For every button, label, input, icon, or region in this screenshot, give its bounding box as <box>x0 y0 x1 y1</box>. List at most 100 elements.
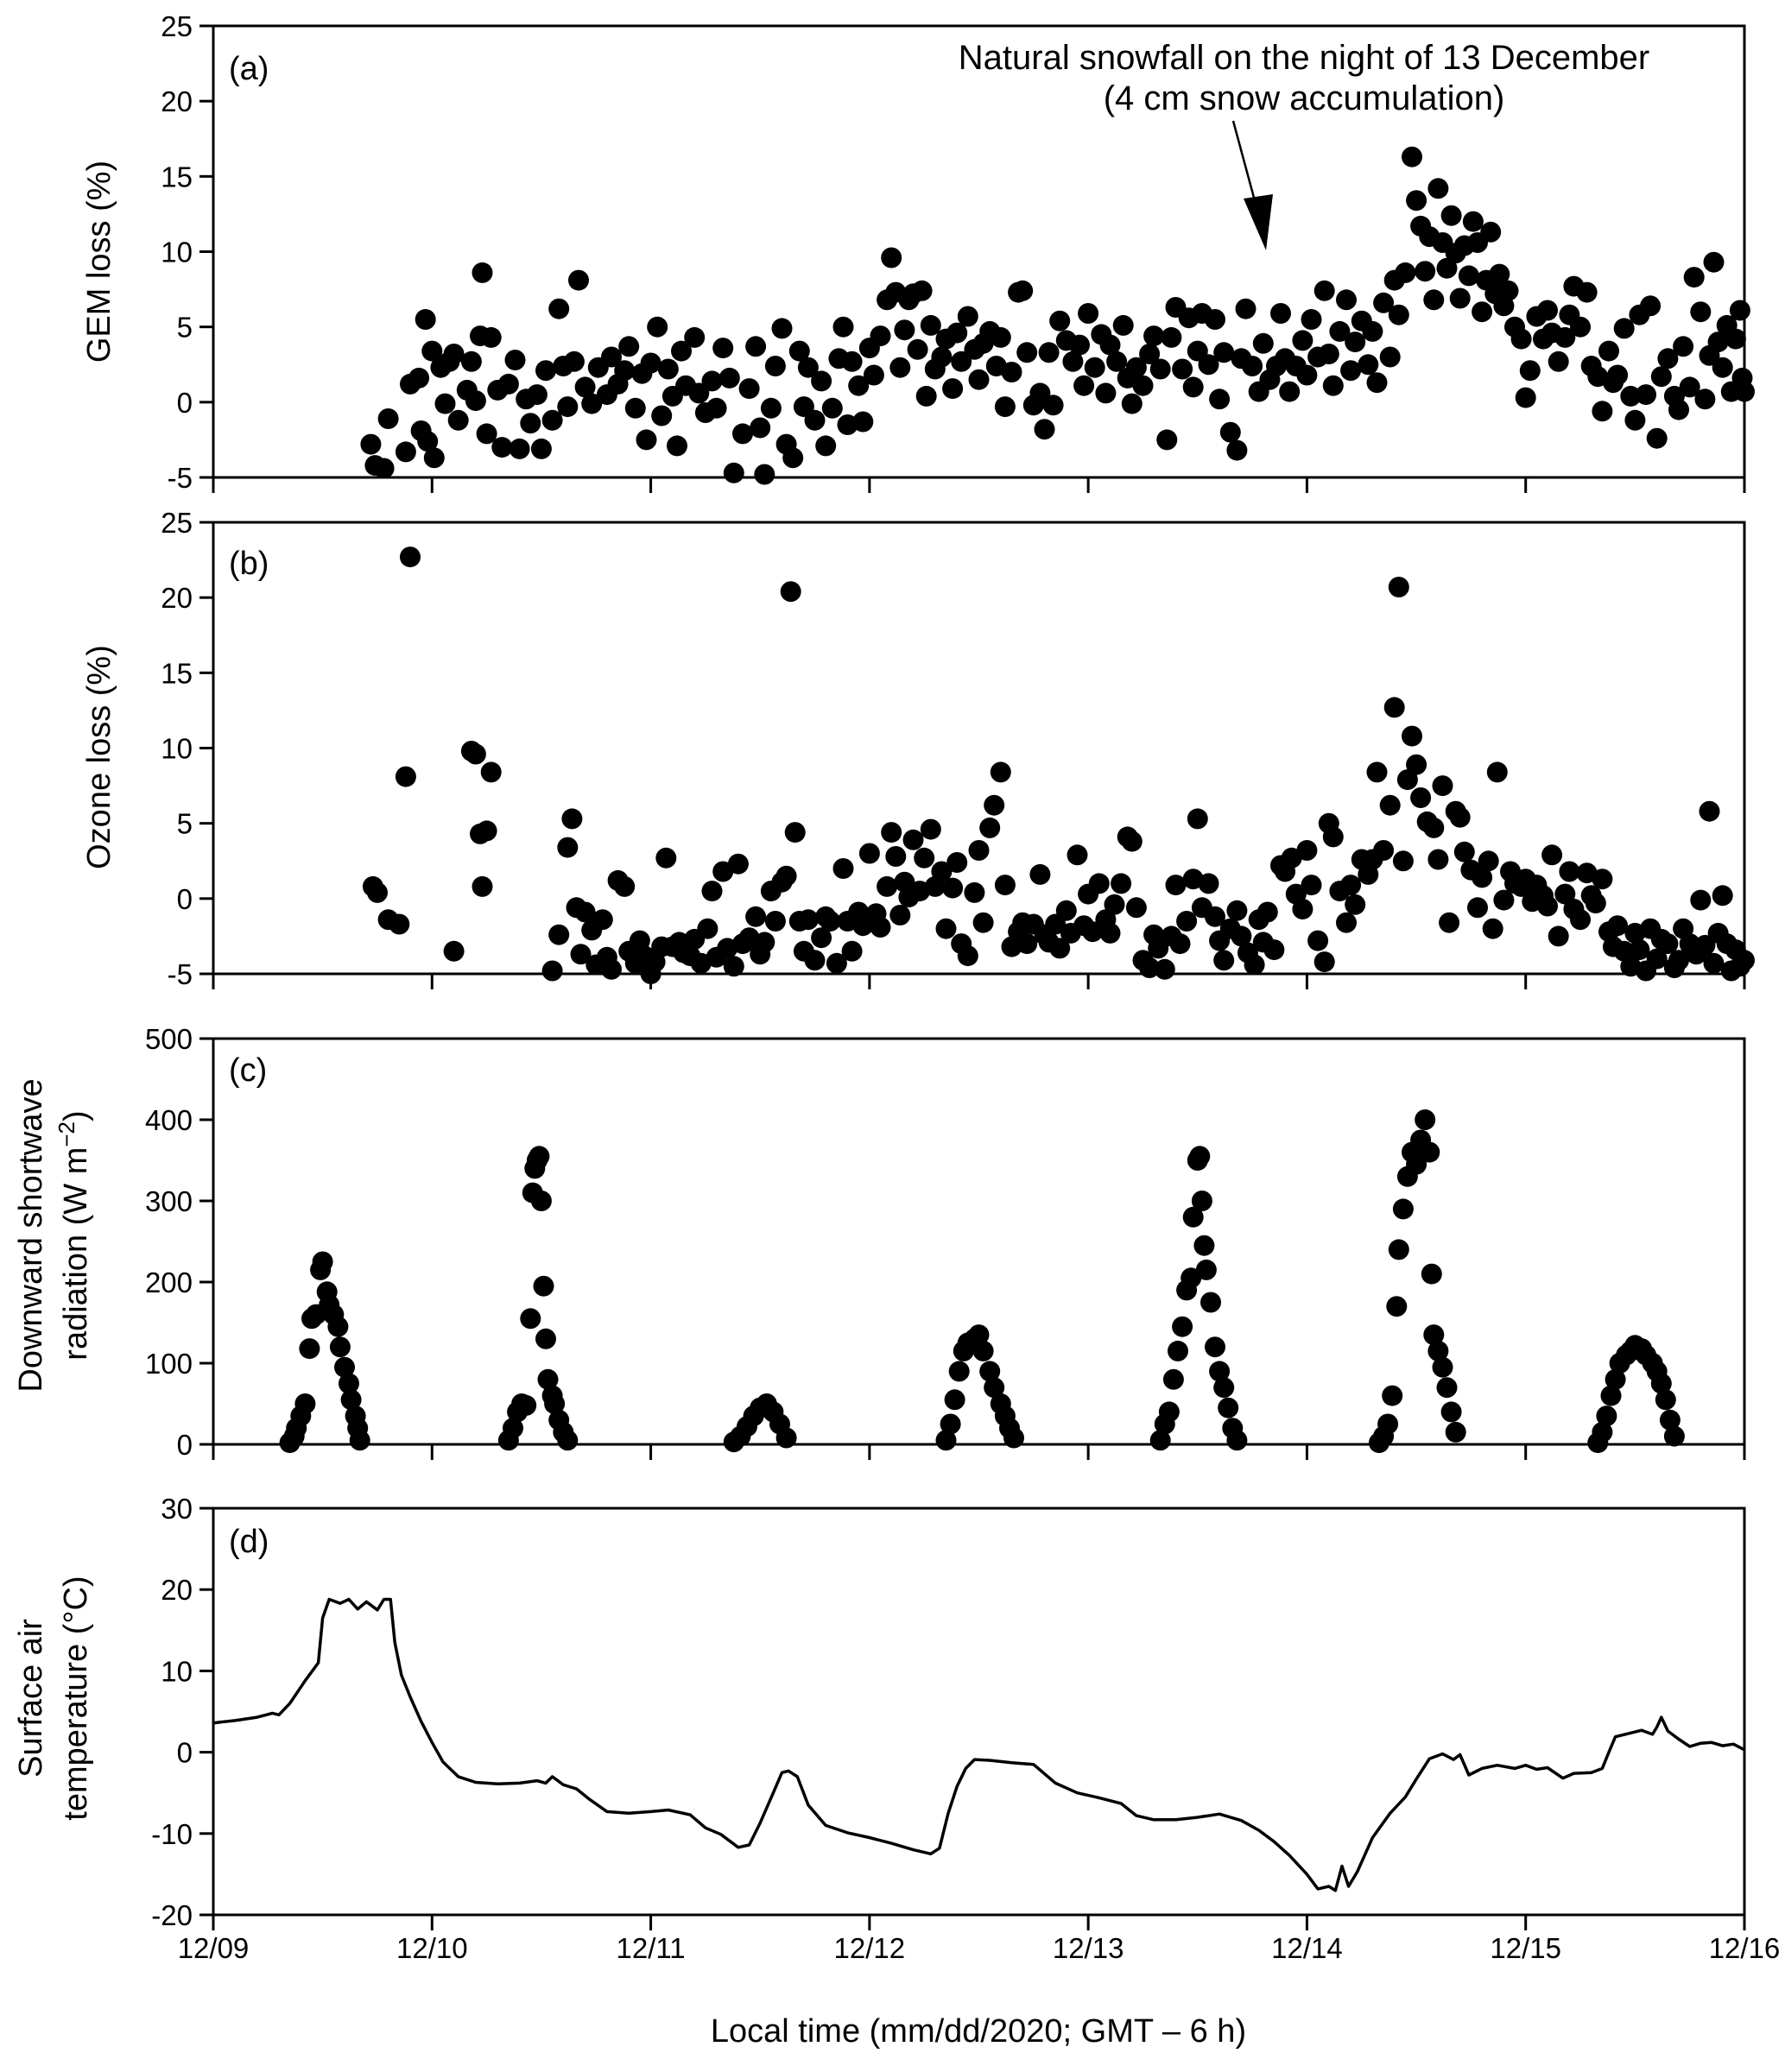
panel-a-data-point <box>373 458 395 479</box>
panel-a-data-point <box>1156 429 1178 451</box>
panel-b-data-point <box>1366 761 1388 783</box>
panel-a-data-point <box>1296 364 1318 386</box>
panel-c-data-point <box>972 1340 994 1361</box>
panel-a: (a) GEM loss (%) Natural snowfall on the… <box>81 10 1755 494</box>
panel-b-data-point <box>1486 761 1508 783</box>
panel-a-data-point <box>1252 332 1274 354</box>
panel-c-data-point <box>1655 1389 1676 1411</box>
panel-a-data-point <box>915 385 937 407</box>
panel-b-data-point <box>1537 895 1558 917</box>
panel-a-data-point <box>957 306 978 327</box>
x-tick-label: 12/14 <box>1271 1932 1343 1964</box>
panel-a-data-point <box>1095 382 1117 404</box>
panel-a-data-point <box>1340 360 1362 382</box>
panel-b-data-point <box>561 808 583 830</box>
panel-a-data-point <box>821 397 843 419</box>
panel-a-data-point <box>1084 357 1105 378</box>
panel-c-data-point <box>544 1393 566 1414</box>
panel-a-data-point <box>423 447 445 469</box>
panel-c-data-point <box>557 1430 579 1451</box>
panel-a-data-point <box>701 370 723 392</box>
panel-a-data-point <box>1270 303 1291 324</box>
panel-a-data-point <box>1366 372 1388 394</box>
panel-b-data-point <box>1165 875 1187 896</box>
panel-c-data-point <box>1182 1206 1204 1228</box>
panel-a-data-point <box>723 462 744 483</box>
panel-a-data-point <box>841 351 863 372</box>
panel-a-data-point <box>848 375 870 396</box>
panel-b-data-point <box>1176 911 1198 932</box>
panel-b-data-point <box>592 909 613 931</box>
panel-a-data-point <box>557 396 579 418</box>
panel-a-data-point <box>563 351 585 372</box>
panel-a-data-point <box>1423 289 1445 311</box>
panel-b-data-point <box>1256 901 1278 923</box>
panel-a-data-point <box>530 438 552 459</box>
panel-a-data-point <box>706 397 727 419</box>
panel-a-data-point <box>476 423 497 445</box>
panel-b-data-point <box>1029 863 1051 885</box>
panel-a-data-point <box>946 322 968 344</box>
panel-b-data-point <box>1482 918 1503 939</box>
panel-d-ytick-label: 30 <box>161 1493 193 1525</box>
panel-c-data-point <box>339 1373 359 1394</box>
panel-b-data-point <box>902 829 924 850</box>
panel-a-data-point <box>1078 303 1099 324</box>
x-axis-label: Local time (mm/dd/2020; GMT – 6 h) <box>711 2013 1246 2050</box>
panel-c-ylabel-line1: Downward shortwave <box>13 1078 49 1392</box>
panel-b-data-point <box>931 861 953 882</box>
panel-c-data-point <box>312 1251 333 1273</box>
panel-b-data-point <box>1169 933 1191 955</box>
panel-c-ylabel-base: radiation (W m <box>58 1147 94 1361</box>
panel-b-data-point <box>1388 577 1409 597</box>
panel-a-data-point <box>636 429 657 451</box>
panel-b-data-point <box>1396 769 1418 791</box>
panel-a-data-point <box>541 409 563 431</box>
panel-c-data-point <box>329 1336 351 1358</box>
panel-a-data-point <box>1537 300 1558 321</box>
panel-b-data-point <box>1296 840 1318 861</box>
panel-b-data-point <box>972 912 994 933</box>
panel-a-data-point <box>1318 344 1339 364</box>
panel-a-data-point <box>911 280 933 301</box>
panel-a-data-point <box>1373 292 1395 313</box>
panel-b-data-point <box>697 918 718 939</box>
panel-a-data-point <box>447 409 469 431</box>
panel-c-data-point <box>1377 1413 1399 1435</box>
panel-a-data-point <box>815 435 837 457</box>
panel-b-data-point <box>889 905 911 925</box>
panel-b-data-point <box>1423 817 1445 838</box>
panel-b-data-point <box>476 820 497 842</box>
panel-a-data-point <box>764 356 786 376</box>
panel-a-data-point <box>574 376 596 398</box>
panel-b-data-point <box>1148 938 1169 959</box>
panel-b-data-point <box>1646 948 1668 970</box>
panel-b-data-point <box>1373 840 1395 861</box>
panel-a-data-point <box>415 309 436 330</box>
panel-a-data-point <box>647 316 668 338</box>
panel-c-data-point <box>1596 1406 1617 1427</box>
panel-c-data-point <box>948 1361 970 1382</box>
panel-a-data-point <box>1226 439 1248 461</box>
panel-b-ytick-label: 5 <box>177 808 193 840</box>
panel-b-ytick-label: 25 <box>161 507 193 539</box>
panel-b-data-point <box>1432 775 1453 797</box>
panel-b-data-point <box>1016 933 1038 955</box>
panel-a-data-point <box>472 262 493 283</box>
panel-a-data-point <box>526 384 548 406</box>
panel-a-ytick-label: 0 <box>177 387 193 419</box>
panel-b-data-point <box>1427 849 1449 870</box>
panel-a-data-point <box>1402 146 1422 167</box>
panel-b: (b) Ozone loss (%) -5 0 5 10 15 20 25 <box>81 507 1755 990</box>
panel-c-data-point <box>1440 1401 1462 1423</box>
panel-a-data-point <box>797 357 819 378</box>
panel-b-data-point <box>1322 826 1344 848</box>
panel-c-ylabel-line2: radiation (W m−2) <box>54 1110 94 1360</box>
panel-a-data-point <box>651 405 673 426</box>
panel-b-data-point <box>870 917 891 938</box>
panel-b-data-point <box>1668 950 1689 971</box>
panel-a-data-point <box>750 417 771 439</box>
panel-a-data-point <box>1395 262 1416 283</box>
panel-b-data-point <box>601 958 622 980</box>
